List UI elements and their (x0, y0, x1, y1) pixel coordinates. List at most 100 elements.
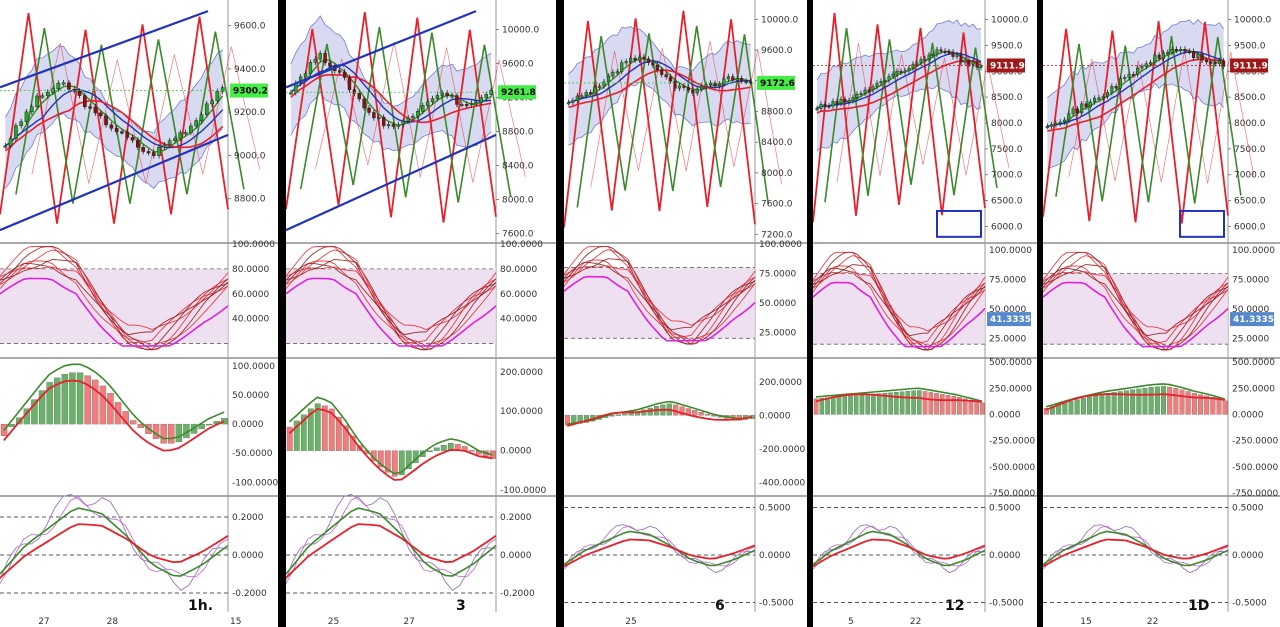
macd-tick-label: 100.0000 (232, 362, 275, 372)
macd-bar (911, 390, 916, 415)
osc-tick-label: 0.5000 (1232, 504, 1264, 514)
candle-up (602, 81, 606, 87)
candle-up (855, 94, 859, 98)
candle (1050, 121, 1054, 130)
candle (450, 92, 454, 99)
price-tick-label: 8500.0 (1234, 93, 1266, 103)
candle-up (386, 124, 391, 127)
candle (673, 78, 677, 92)
macd-bar (175, 423, 183, 443)
macd-bar (1105, 393, 1111, 415)
macd-tick-label: -500.0000 (1232, 463, 1278, 473)
candle-up (416, 111, 420, 117)
candle-up (915, 62, 919, 65)
stoch-signal (813, 281, 986, 348)
candle (210, 97, 214, 107)
macd-signal (1045, 393, 1226, 411)
ema-red (816, 59, 982, 114)
macd-bar (577, 415, 583, 424)
candle-up (19, 121, 24, 126)
candle (1192, 48, 1196, 61)
macd-bar (293, 420, 300, 451)
price-tick-label: 6000.0 (991, 222, 1023, 232)
candle-up (1097, 97, 1101, 100)
candle (183, 129, 188, 136)
osc-thin-b (0, 496, 229, 584)
candle-up (819, 103, 823, 109)
candle-up (620, 62, 624, 72)
candle (109, 122, 114, 132)
candle (1183, 46, 1187, 55)
macd-bar (1130, 389, 1136, 415)
candle (624, 58, 628, 66)
candle (1088, 99, 1092, 110)
candle-down (664, 74, 668, 78)
osc-green (0, 507, 229, 577)
timeframe-label: 1D (1188, 598, 1209, 614)
candle (1123, 74, 1127, 82)
candle-down (109, 124, 114, 129)
macd-tick-label: 0.0000 (1232, 410, 1264, 420)
macd-bar (69, 372, 76, 425)
candle-down (682, 85, 686, 88)
candle (722, 76, 726, 87)
candle (328, 59, 332, 70)
candle-up (611, 71, 615, 77)
macd-bar (704, 413, 711, 416)
macd-bar (76, 372, 84, 425)
candle-down (843, 99, 847, 103)
candle-down (1131, 74, 1135, 77)
candle-up (629, 57, 633, 62)
candle-up (194, 120, 199, 127)
rsi-value-label: 41.3335 (990, 315, 1031, 325)
osc-tick-label: 0.0000 (500, 551, 532, 561)
stoch-line (0, 259, 229, 350)
candle (313, 56, 318, 66)
candle-down (347, 77, 352, 91)
candle (1054, 120, 1058, 128)
candle-down (589, 92, 593, 95)
candle (1071, 105, 1075, 117)
candle (318, 50, 322, 62)
macd-bar (137, 423, 145, 428)
date-label: 27 (403, 617, 414, 627)
stoch-tick-label: 100.0000 (759, 240, 802, 250)
candle (381, 114, 386, 129)
candle (851, 94, 855, 104)
candle-up (178, 132, 183, 139)
candle-down (125, 131, 130, 138)
candle-up (45, 91, 50, 97)
candle (45, 89, 50, 99)
candle-up (210, 100, 214, 105)
candle-down (655, 64, 659, 70)
candle (474, 99, 479, 107)
chart-panel-3: 10000.09600.09200.08800.08400.08000.0760… (286, 0, 556, 627)
candle (1149, 59, 1153, 67)
candle-up (1136, 67, 1140, 75)
candle-up (704, 84, 708, 87)
macd-bar (836, 396, 842, 415)
candle-down (362, 98, 366, 109)
chart-panel-6: 10000.09600.09200.08800.08400.08000.0760… (564, 0, 807, 627)
macd-bar (84, 375, 91, 425)
macd-bar (1111, 392, 1117, 415)
candle-up (1110, 86, 1114, 93)
candle (173, 135, 177, 144)
candle-up (1105, 92, 1110, 97)
candle-up (1123, 77, 1127, 80)
candle (14, 122, 18, 142)
macd-bar (968, 399, 974, 415)
stoch-line (286, 246, 497, 336)
macd-bar (842, 396, 848, 415)
candle-up (895, 70, 899, 75)
candle (146, 148, 151, 156)
candle-up (318, 53, 322, 60)
candle-up (56, 82, 61, 90)
macd-tick-label: 500.0000 (1232, 358, 1275, 368)
candle-down (464, 104, 469, 107)
candle (189, 123, 193, 136)
candle-up (1127, 74, 1131, 78)
date-label: 25 (625, 617, 636, 627)
candle (1075, 105, 1079, 116)
macd-bar (130, 420, 137, 425)
